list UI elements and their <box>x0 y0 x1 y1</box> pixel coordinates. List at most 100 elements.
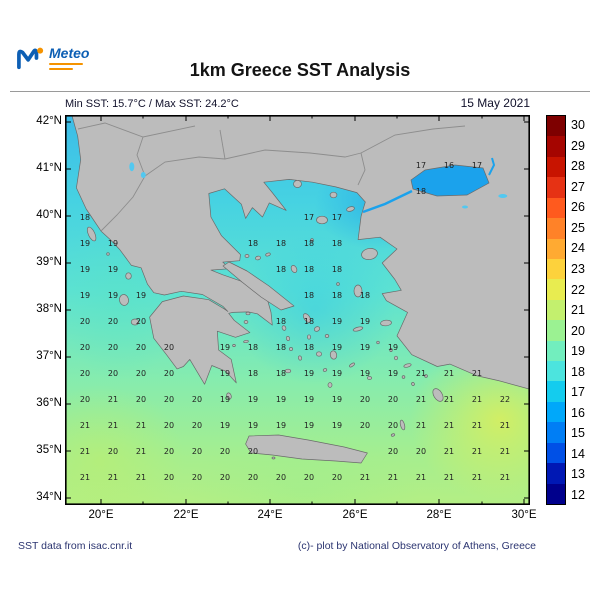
sst-value-label: 21 <box>500 473 510 482</box>
sst-value-label: 19 <box>276 395 286 404</box>
colorbar-tick-label: 30 <box>571 118 585 133</box>
lat-axis-label: 40°N <box>36 209 62 221</box>
sst-value-label: 20 <box>360 421 370 430</box>
sst-value-label: 16 <box>444 161 454 170</box>
colorbar-tick-label: 25 <box>571 220 585 235</box>
colorbar-band <box>547 279 565 300</box>
sst-value-label: 18 <box>276 317 286 326</box>
sst-value-label: 18 <box>332 291 342 300</box>
sst-value-label: 21 <box>388 473 398 482</box>
colorbar-band <box>547 197 565 219</box>
sst-value-label: 19 <box>276 421 286 430</box>
sst-value-label: 18 <box>304 343 314 352</box>
sst-value-label: 19 <box>360 317 370 326</box>
lat-axis-label: 38°N <box>36 303 62 315</box>
sst-value-label: 18 <box>304 291 314 300</box>
lat-axis-label: 36°N <box>36 397 62 409</box>
sst-value-label: 20 <box>108 447 118 456</box>
sst-value-label: 20 <box>136 395 146 404</box>
sst-value-label: 20 <box>80 395 90 404</box>
colorbar <box>546 115 566 505</box>
colorbar-tick-label: 12 <box>571 487 585 502</box>
sst-value-label: 19 <box>220 421 230 430</box>
island-euboea <box>222 261 295 311</box>
sst-value-label: 20 <box>248 473 258 482</box>
sst-value-label: 19 <box>304 421 314 430</box>
sst-value-label: 18 <box>248 239 258 248</box>
sst-value-label: 20 <box>164 447 174 456</box>
sst-value-label: 20 <box>248 447 258 456</box>
meteo-logo: Meteo <box>16 46 89 70</box>
sst-value-label: 21 <box>444 369 454 378</box>
lon-axis-label: 28°E <box>426 509 452 521</box>
lat-axis-label: 34°N <box>36 491 62 503</box>
sst-value-label: 18 <box>248 343 258 352</box>
bosphorus-strait <box>488 157 496 176</box>
lat-axis-label: 35°N <box>36 444 62 456</box>
colorbar-tick-label: 13 <box>571 467 585 482</box>
sst-value-label: 22 <box>500 395 510 404</box>
colorbar-tick-label: 27 <box>571 179 585 194</box>
sst-value-label: 21 <box>472 369 482 378</box>
lon-axis-label: 30°E <box>511 509 537 521</box>
longitude-axis: 20°E 22°E 24°E 26°E 28°E 30°E <box>65 509 536 525</box>
sst-value-label: 21 <box>108 395 118 404</box>
sst-value-label: 19 <box>248 421 258 430</box>
sst-value-label: 20 <box>80 343 90 352</box>
colorbar-band <box>547 258 565 280</box>
sst-value-label: 19 <box>80 291 90 300</box>
lat-axis-label: 41°N <box>36 162 62 174</box>
sst-value-label: 20 <box>276 473 286 482</box>
colorbar-labels: 30 29 28 27 26 25 24 23 22 21 20 19 18 17 16 15 14 13 12 <box>571 115 599 505</box>
data-source-credit: SST data from isac.cnr.it <box>18 540 133 552</box>
sst-value-label: 21 <box>108 421 118 430</box>
colorbar-tick-label: 26 <box>571 200 585 215</box>
sst-value-label: 20 <box>164 421 174 430</box>
sst-value-label: 21 <box>136 447 146 456</box>
sst-value-label: 18 <box>304 239 314 248</box>
sst-value-label: 19 <box>108 239 118 248</box>
sst-value-label: 20 <box>220 473 230 482</box>
sst-value-label: 20 <box>304 473 314 482</box>
sst-value-label: 20 <box>388 421 398 430</box>
islands <box>86 180 444 460</box>
colorbar-band <box>547 361 565 382</box>
logo-tagline <box>49 68 73 70</box>
sst-value-label: 20 <box>136 369 146 378</box>
lon-axis-label: 26°E <box>342 509 368 521</box>
sst-value-label: 21 <box>444 473 454 482</box>
colorbar-tick-label: 20 <box>571 323 585 338</box>
sst-value-label: 19 <box>388 369 398 378</box>
sst-value-label: 19 <box>80 239 90 248</box>
colorbar-tick-label: 16 <box>571 405 585 420</box>
sst-value-label: 21 <box>416 421 426 430</box>
sst-value-label: 19 <box>332 317 342 326</box>
colorbar-band <box>547 177 565 198</box>
marmara-sea <box>362 157 496 214</box>
sst-value-label: 19 <box>108 265 118 274</box>
sst-value-label: 18 <box>416 187 426 196</box>
sst-value-label: 21 <box>80 473 90 482</box>
sst-value-label: 18 <box>276 369 286 378</box>
sst-value-label: 21 <box>500 447 510 456</box>
colorbar-band <box>547 136 565 157</box>
lakes <box>129 162 508 209</box>
sst-value-label: 19 <box>80 265 90 274</box>
colorbar-band <box>547 320 565 341</box>
colorbar-tick-label: 21 <box>571 303 585 318</box>
sst-value-label: 20 <box>192 395 202 404</box>
date-label: 15 May 2021 <box>460 96 530 110</box>
sst-value-label: 21 <box>500 421 510 430</box>
sst-value-label: 21 <box>472 473 482 482</box>
island-rhodes <box>432 388 444 402</box>
sst-value-label: 21 <box>444 421 454 430</box>
meteo-m-icon <box>17 47 44 70</box>
sst-value-label: 19 <box>304 395 314 404</box>
colorbar-band <box>547 422 565 443</box>
plot-credit: (c)- plot by National Observatory of Ath… <box>297 540 536 552</box>
lon-axis-label: 20°E <box>88 509 114 521</box>
colorbar-tick-label: 19 <box>571 344 585 359</box>
colorbar-band <box>547 483 565 505</box>
sst-value-label: 20 <box>108 317 118 326</box>
sst-value-label: 20 <box>136 343 146 352</box>
